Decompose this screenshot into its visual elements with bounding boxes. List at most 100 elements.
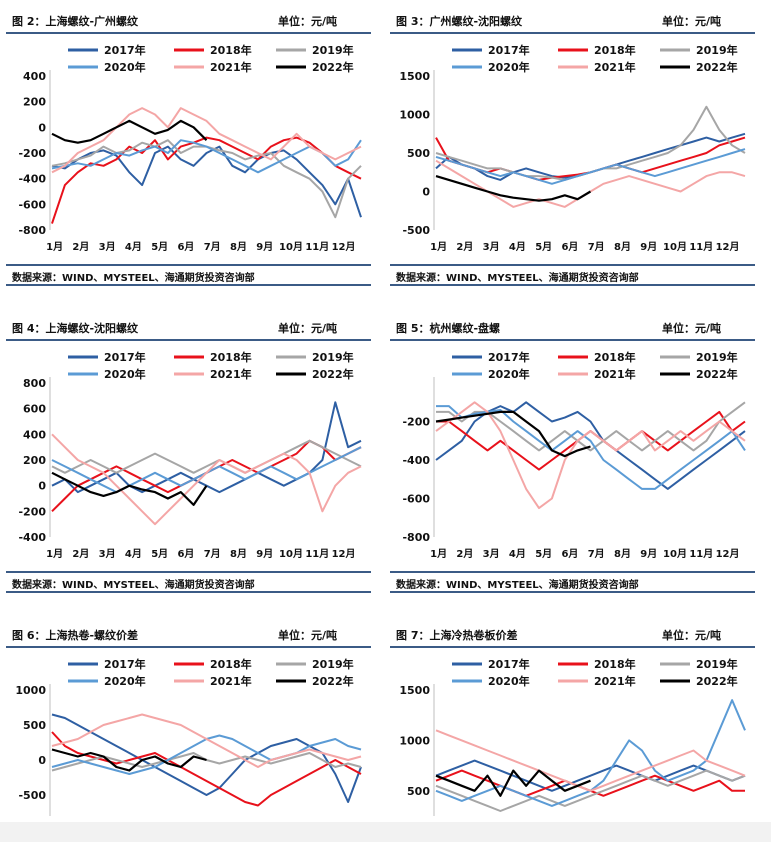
y-tick-label: 400 — [23, 428, 46, 441]
panel-title: 图 6：上海热卷-螺纹价差 — [12, 629, 139, 642]
x-tick-label: 4月 — [125, 548, 142, 560]
panel-title: 图 5：杭州螺纹-盘螺 — [396, 322, 501, 335]
series-line-6 — [435, 769, 591, 797]
series-line-3 — [435, 769, 746, 812]
y-tick-label: -200 — [18, 505, 46, 518]
x-tick-label: 10月 — [279, 548, 303, 560]
panel-header: 图 4：上海螺纹-沈阳螺纹 单位：元/吨 — [6, 313, 371, 341]
series-line-5 — [51, 107, 362, 174]
data-source: 数据来源：WIND、MYSTEEL、海通期货投资咨询部 — [396, 580, 639, 591]
legend-label: 2022年 — [696, 674, 738, 688]
y-tick-label: 500 — [23, 719, 46, 732]
chart-panel-4: 图 4：上海螺纹-沈阳螺纹 单位：元/吨 800 600 400 200 0 -200 -4… — [6, 313, 371, 593]
chart-panel-2: 图 2：上海螺纹-广州螺纹 单位：元/吨 400 200 0 -200 -400 -600… — [6, 6, 371, 286]
y-tick-label: 0 — [38, 754, 46, 767]
series-line-4 — [51, 139, 362, 174]
legend-label: 2017年 — [488, 43, 530, 57]
legend-label: 2019年 — [696, 350, 738, 364]
x-tick-label: 11月 — [305, 241, 329, 253]
legend-label: 2022年 — [312, 367, 354, 381]
y-tick-label: -400 — [18, 173, 46, 186]
line-chart: 1500 1000 500 2017年 2018年 2019年 2020年 2021年 2022… — [399, 657, 746, 816]
series-line-5 — [51, 713, 362, 768]
series-line-6 — [51, 748, 207, 772]
series-line-5 — [51, 433, 362, 526]
legend-label: 2022年 — [312, 674, 354, 688]
x-tick-label: 4月 — [125, 241, 142, 253]
y-tick-label: 1500 — [399, 684, 430, 697]
legend-label: 2019年 — [312, 43, 354, 57]
y-tick-label: -400 — [18, 531, 46, 544]
x-tick-label: 1月 — [46, 548, 63, 560]
line-chart: 1000 500 0 -500 2017年 2018年 2019年 2020年 2021年 202… — [15, 657, 362, 816]
series-line-1 — [435, 759, 746, 792]
panel-unit: 单位：元/吨 — [661, 322, 721, 335]
y-tick-label: -800 — [18, 224, 46, 237]
y-tick-label: 200 — [23, 454, 46, 467]
chart-panel-6: 图 6：上海热卷-螺纹价差 单位：元/吨 1000 500 0 -500 2017年 20… — [6, 620, 371, 822]
x-tick-label: 4月 — [509, 548, 526, 560]
legend-label: 2017年 — [104, 350, 146, 364]
x-tick-label: 12月 — [716, 548, 740, 560]
y-tick-label: 400 — [23, 70, 46, 83]
y-tick-label: 800 — [23, 377, 46, 390]
x-tick-label: 7月 — [204, 548, 221, 560]
x-tick-label: 6月 — [561, 548, 578, 560]
x-tick-label: 8月 — [614, 241, 631, 253]
data-source: 数据来源：WIND、MYSTEEL、海通期货投资咨询部 — [396, 273, 639, 284]
series-line-4 — [435, 148, 746, 185]
legend-label: 2019年 — [312, 657, 354, 671]
series-line-5 — [435, 401, 746, 510]
series-line-2 — [51, 731, 362, 807]
legend-label: 2020年 — [488, 367, 530, 381]
x-tick-label: 9月 — [640, 548, 657, 560]
legend-label: 2020年 — [488, 674, 530, 688]
panel-header: 图 6：上海热卷-螺纹价差 单位：元/吨 — [6, 620, 371, 648]
chart-panel-7: 图 7：上海冷热卷板价差 单位：元/吨 1500 1000 500 2017年 2018… — [390, 620, 755, 822]
x-tick-label: 6月 — [177, 241, 194, 253]
legend-label: 2021年 — [594, 674, 636, 688]
y-tick-label: 600 — [23, 403, 46, 416]
legend-label: 2017年 — [488, 350, 530, 364]
panel-title: 图 3：广州螺纹-沈阳螺纹 — [396, 15, 523, 28]
x-tick-label: 3月 — [99, 241, 116, 253]
series-line-6 — [435, 175, 592, 202]
legend-label: 2018年 — [210, 350, 252, 364]
x-tick-label: 12月 — [332, 548, 356, 560]
x-tick-label: 10月 — [663, 241, 687, 253]
legend-label: 2021年 — [210, 367, 252, 381]
y-tick-label: -400 — [402, 454, 430, 467]
legend-label: 2022年 — [312, 60, 354, 74]
panel-footer: 数据来源：WIND、MYSTEEL、海通期货投资咨询部 — [390, 571, 755, 593]
panel-header: 图 3：广州螺纹-沈阳螺纹 单位：元/吨 — [390, 6, 755, 34]
x-tick-label: 10月 — [279, 241, 303, 253]
x-tick-label: 1月 — [430, 548, 447, 560]
x-tick-label: 3月 — [99, 548, 116, 560]
legend-label: 2018年 — [594, 43, 636, 57]
y-tick-label: 1000 — [399, 109, 430, 122]
legend-label: 2017年 — [104, 657, 146, 671]
legend-label: 2021年 — [210, 674, 252, 688]
legend-label: 2020年 — [104, 674, 146, 688]
x-tick-label: 10月 — [663, 548, 687, 560]
x-tick-label: 8月 — [230, 548, 247, 560]
panel-header: 图 5：杭州螺纹-盘螺 单位：元/吨 — [390, 313, 755, 341]
x-tick-label: 2月 — [72, 548, 89, 560]
y-tick-label: 1000 — [399, 734, 430, 747]
y-tick-label: 0 — [38, 121, 46, 134]
series-line-5 — [435, 729, 746, 792]
series-line-2 — [51, 136, 362, 224]
panel-footer: 数据来源：WIND、MYSTEEL、海通期货投资咨询部 — [390, 264, 755, 286]
data-source: 数据来源：WIND、MYSTEEL、海通期货投资咨询部 — [12, 273, 255, 284]
legend-label: 2020年 — [104, 60, 146, 74]
y-tick-label: 0 — [38, 480, 46, 493]
y-tick-label: 500 — [407, 785, 430, 798]
panel-footer: 数据来源：WIND、MYSTEEL、海通期货投资咨询部 — [6, 264, 371, 286]
panel-unit: 单位：元/吨 — [277, 629, 337, 642]
legend-label: 2020年 — [104, 367, 146, 381]
legend-label: 2019年 — [312, 350, 354, 364]
